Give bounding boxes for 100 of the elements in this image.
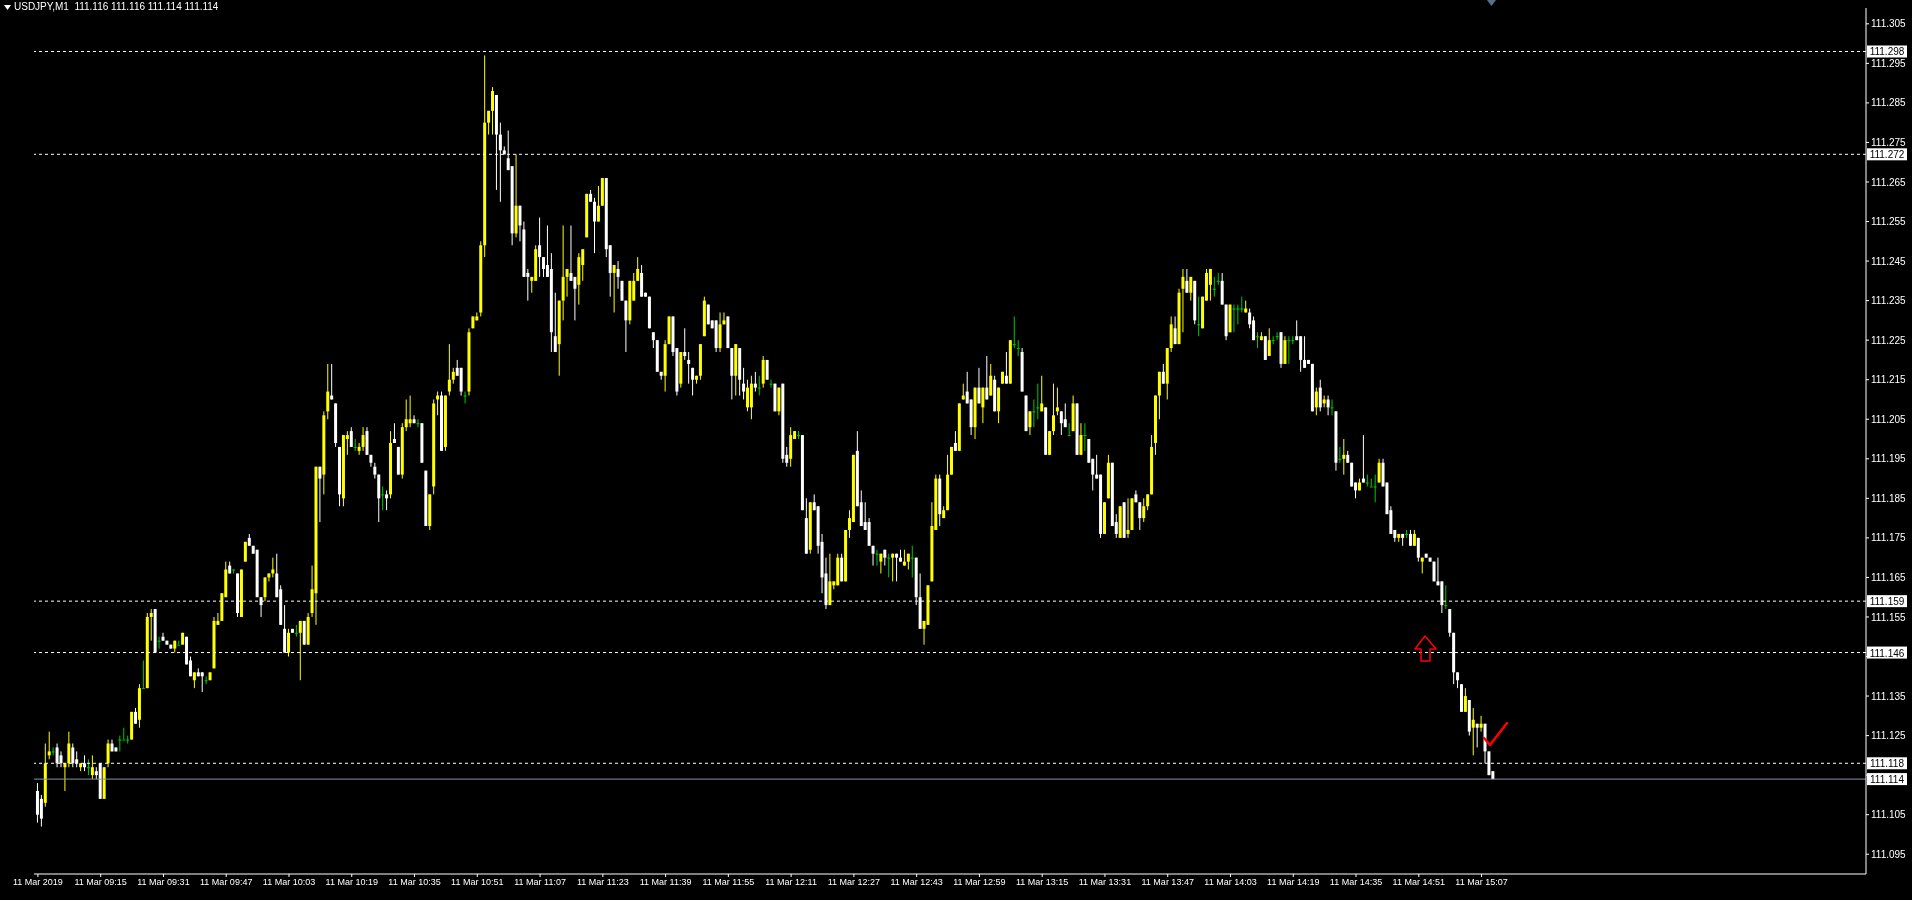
x-tick-label: 11 Mar 10:19: [325, 877, 378, 888]
x-tick-label: 11 Mar 14:19: [1267, 877, 1320, 888]
y-tick-label: 111.255: [1871, 216, 1907, 228]
x-tick-label: 11 Mar 13:47: [1141, 877, 1194, 888]
candlestick: [157, 636, 161, 650]
x-tick-label: 11 Mar 09:15: [74, 877, 127, 888]
candlestick: [412, 414, 416, 424]
y-tick-label: 111.205: [1871, 413, 1907, 425]
x-tick-label: 11 Mar 14:03: [1204, 877, 1257, 888]
candlestick: [392, 422, 396, 444]
candlestick: [298, 620, 302, 681]
y-tick-label: 111.295: [1871, 57, 1907, 69]
candlestick: [742, 367, 746, 400]
candlestick: [1263, 335, 1267, 361]
x-tick-label: 11 Mar 2019: [12, 877, 63, 888]
ref-line-label: 111.114: [1870, 774, 1905, 786]
candlestick: [1444, 584, 1448, 610]
x-tick-label: 11 Mar 14:35: [1329, 877, 1383, 888]
x-tick-label: 11 Mar 12:11: [765, 877, 817, 888]
candlestick: [565, 268, 569, 298]
candlestick: [1479, 715, 1483, 733]
candlestick: [593, 197, 597, 254]
y-tick-label: 111.095: [1871, 848, 1907, 860]
candlestick: [718, 311, 722, 353]
candlestick: [1173, 315, 1177, 345]
y-tick-label: 111.125: [1871, 730, 1907, 742]
y-tick-label: 111.245: [1871, 255, 1907, 267]
candlestick: [953, 430, 957, 452]
candlestick: [1079, 422, 1083, 456]
y-tick-label: 111.305: [1871, 18, 1907, 30]
candlestick: [1283, 335, 1287, 365]
y-tick-label: 111.225: [1871, 334, 1907, 346]
candlestick: [177, 640, 181, 646]
x-tick-label: 11 Mar 10:35: [388, 877, 441, 888]
candlestick: [1275, 331, 1279, 341]
candlestick: [1287, 335, 1291, 365]
candlestick: [1048, 430, 1052, 456]
candlestick: [1126, 497, 1130, 539]
candlestick: [404, 398, 408, 432]
candlestick: [989, 363, 993, 397]
y-tick-label: 111.215: [1871, 374, 1907, 386]
candlestick: [361, 426, 365, 452]
x-tick-label: 11 Mar 09:47: [200, 877, 253, 888]
candlestick: [90, 754, 94, 780]
candlestick: [459, 367, 463, 397]
candlestick: [200, 671, 204, 693]
y-tick-label: 111.175: [1871, 532, 1907, 544]
ref-line-label: 111.159: [1869, 596, 1905, 608]
candlestick: [67, 731, 71, 768]
candlestick: [1157, 371, 1161, 420]
x-tick-label: 11 Mar 12:27: [827, 877, 881, 888]
candlestick: [1212, 276, 1216, 298]
candlestick: [365, 426, 369, 456]
candlestick: [753, 371, 757, 393]
candlestick: [141, 659, 145, 690]
candlestick: [581, 248, 585, 282]
x-tick-label: 11 Mar 11:55: [702, 877, 755, 888]
candlestick: [624, 300, 628, 353]
candlestick: [1463, 687, 1467, 713]
candlestick: [349, 426, 353, 448]
candlestick: [1059, 410, 1063, 436]
candlestick: [997, 387, 1001, 424]
candlestick: [840, 553, 844, 582]
x-tick-label: 11 Mar 12:59: [953, 877, 1006, 888]
candlestick: [1161, 363, 1165, 385]
candlestick: [377, 474, 381, 523]
y-tick-label: 111.105: [1871, 809, 1907, 821]
y-tick-label: 111.275: [1871, 137, 1907, 148]
candlestick: [267, 572, 271, 582]
candlestick: [1330, 398, 1334, 416]
ref-line-label: 111.146: [1869, 647, 1905, 659]
candlestick: [1338, 446, 1342, 464]
candlestick: [416, 418, 420, 428]
candlestick: [447, 343, 451, 397]
candlestick: [875, 549, 879, 567]
candlestick: [1299, 335, 1303, 373]
candlestick: [47, 731, 51, 760]
candlestick: [122, 727, 126, 741]
candlestick: [1067, 422, 1071, 437]
candlestick: [1326, 395, 1330, 416]
candlestick: [749, 375, 753, 420]
y-tick-label: 111.235: [1871, 295, 1907, 307]
candlestick: [789, 426, 793, 468]
x-tick-label: 11 Mar 15:07: [1455, 877, 1508, 888]
candlestick: [1377, 458, 1381, 484]
candlestick: [1220, 272, 1224, 306]
candlestick: [263, 576, 267, 602]
candlestick: [777, 387, 781, 416]
candlestick: [1142, 497, 1146, 523]
y-tick-label: 111.265: [1871, 176, 1907, 188]
candlestick: [683, 327, 687, 361]
candlestick: [538, 217, 542, 278]
x-tick-label: 11 Mar 10:03: [262, 877, 316, 888]
x-tick-label: 11 Mar 13:15: [1016, 877, 1069, 888]
candlestick: [867, 517, 871, 547]
candlestick: [1342, 438, 1346, 476]
candlestick: [1083, 422, 1087, 452]
candlestick: [1255, 331, 1259, 349]
candlestick: [1361, 434, 1365, 484]
candlestick: [769, 379, 773, 389]
